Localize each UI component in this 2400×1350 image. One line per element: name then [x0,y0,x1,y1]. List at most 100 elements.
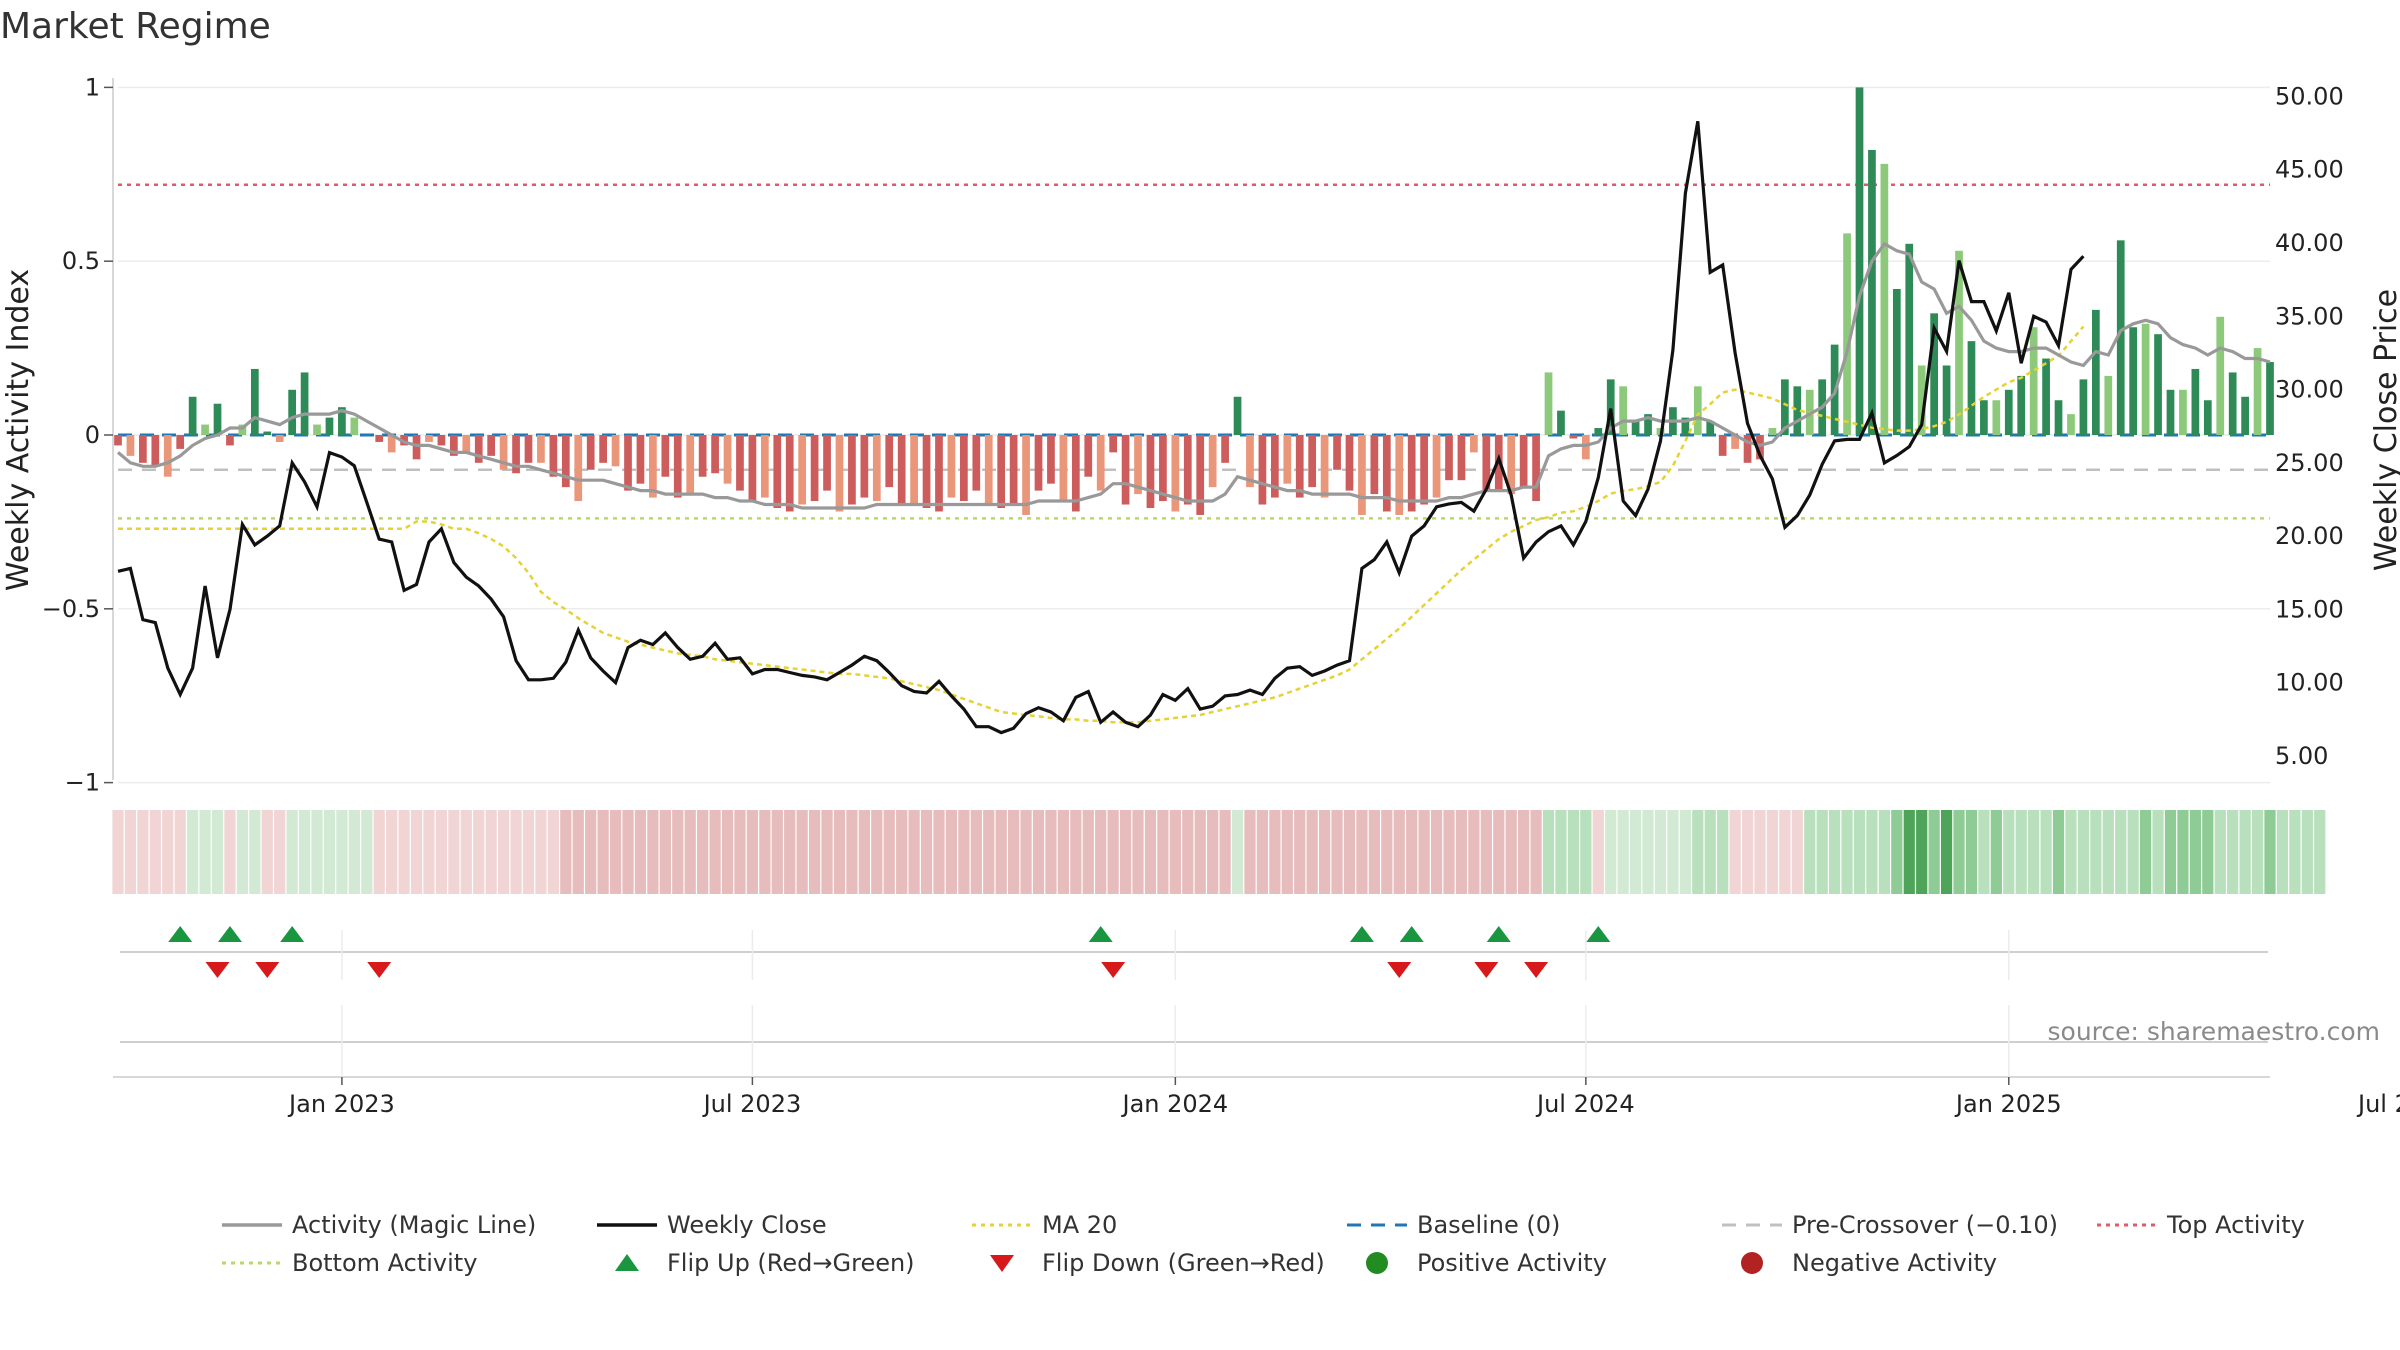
regime-cell [1455,810,1468,894]
left-tick-label: −1 [65,769,100,797]
regime-cell [560,810,572,894]
activity-bar [1171,435,1180,512]
flip-up-marker [168,926,193,942]
activity-bar [1756,435,1764,460]
activity-bar [2266,362,2274,435]
legend: Activity (Magic Line) Weekly Close MA 20 Ba… [222,1211,2305,1277]
regime-cell [1853,810,1866,894]
activity-bar [1482,435,1491,491]
regime-cell [2289,810,2301,894]
activity-bar [1619,386,1628,435]
activity-bar [163,435,172,477]
regime-cell [1654,810,1667,894]
legend-label: Weekly Close [667,1211,827,1239]
activity-bar [350,417,359,435]
regime-cell [522,810,535,894]
flip-up-marker [1088,926,1113,942]
regime-cell [1182,810,1194,894]
regime-cell [1418,810,1430,894]
activity-bar [2203,400,2212,435]
activity-bar [760,435,769,498]
regime-cell [1530,810,1542,894]
activity-bar [1159,435,1167,502]
regime-cell [1057,810,1070,894]
regime-cell [1580,810,1592,894]
activity-bar [213,403,222,435]
regime-cell [771,810,783,894]
flip-down-marker [205,962,230,978]
regime-cell [1816,810,1828,894]
regime-cell [124,810,137,894]
activity-bar [1047,435,1055,484]
activity-bars [114,87,2274,515]
regime-cell [211,810,224,894]
regime-cell [473,810,485,894]
regime-cell [224,810,236,894]
activity-bar [1283,435,1292,484]
regime-cell [1045,810,1057,894]
regime-cell [597,810,609,894]
regime-cell [1095,810,1107,894]
activity-bar [1892,289,1901,435]
regime-cell [1692,810,1704,894]
regime-cell [995,810,1007,894]
activity-bar [188,396,197,435]
activity-bar [698,435,707,477]
regime-cell [187,810,199,894]
regime-cell [1343,810,1356,894]
regime-cell [1032,810,1045,894]
activity-bar [1532,435,1540,502]
regime-cell [647,810,659,894]
activity-bar [512,435,520,474]
activity-bar [1109,435,1118,453]
activity-bar [1569,435,1578,439]
activity-bar [462,435,471,453]
activity-bar [1693,386,1702,435]
flip-up-marker [1399,926,1424,942]
activity-bar [1134,435,1142,495]
activity-bar [2116,240,2125,435]
activity-bar [1855,87,1864,435]
regime-cell [1269,810,1281,894]
regime-cell [883,810,895,894]
activity-bar [624,435,632,491]
regime-cell [2152,810,2164,894]
regime-cell [1841,810,1853,894]
activity-bar [1743,435,1752,463]
regime-cell [808,810,821,894]
legend-label: MA 20 [1042,1211,1117,1239]
regime-cell [1480,810,1492,894]
activity-bar [524,435,533,463]
activity-bar [922,435,931,508]
activity-bar [2216,316,2225,435]
regime-cell [2189,810,2201,894]
regime-cell [2090,810,2102,894]
regime-cell [137,810,149,894]
regime-cell [1555,810,1567,894]
activity-bar [686,435,695,495]
activity-bar [1196,435,1205,515]
regime-cell [174,810,186,894]
regime-cell [1978,810,1990,894]
regime-cell [2239,810,2251,894]
regime-cell [622,810,634,894]
regime-cell [162,810,174,894]
activity-bar [549,435,558,477]
activity-bar [1980,400,1988,435]
activity-bar [661,435,670,477]
flip-down-marker [1101,962,1126,978]
lower-panel [113,930,2270,1078]
regime-cell [373,810,385,894]
legend-label: Baseline (0) [1417,1211,1560,1239]
regime-cell [796,810,808,894]
regime-cell [1617,810,1629,894]
regime-cell [858,810,870,894]
activity-bar [1781,379,1789,435]
activity-bar [1955,250,1963,435]
activity-bar [226,435,234,446]
regime-cell [1518,810,1530,894]
activity-bar [139,435,147,463]
activity-bar [599,435,607,463]
flip-down-marker [1474,962,1499,978]
